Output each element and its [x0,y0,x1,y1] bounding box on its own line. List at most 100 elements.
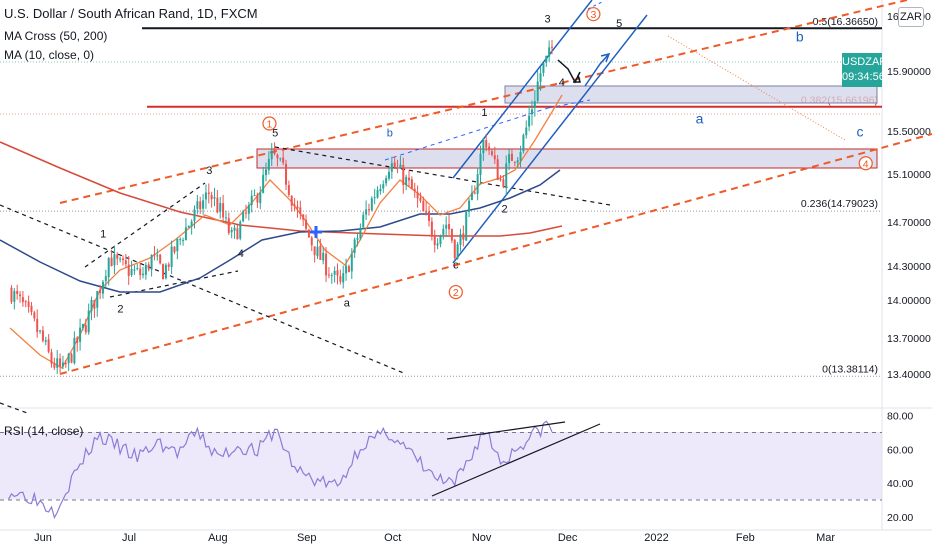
x-tick-label: Dec [558,532,578,544]
last-price-countdown: 09:34:56 [842,71,885,83]
wave-label: 2 [501,203,507,215]
candle-body [127,264,130,276]
candle-body [490,151,493,155]
candle-body [101,281,104,294]
wave-label: 3 [544,13,550,25]
candle-body [90,299,93,312]
candle-body [390,163,393,172]
rsi-indicator-label[interactable]: RSI (14, close) [4,424,84,438]
candle-body [448,224,451,230]
candle-body [179,239,182,241]
candle-body [16,290,19,294]
candle-body [422,200,425,212]
candle-body [285,163,288,185]
candle-body [479,153,482,176]
candle-body [216,197,219,213]
candle-body [153,253,156,255]
y-tick-label: 15.10000 [887,169,931,181]
rsi-trend-line [446,421,566,440]
candle-body [493,155,496,160]
candle-body [336,270,339,276]
wave-circle [586,7,601,22]
candle-body [282,157,285,163]
candle-body [510,153,513,161]
ma-cross-indicator-label[interactable]: MA Cross (50, 200) [4,29,108,43]
candle-body [250,195,253,205]
candle-body [53,363,56,368]
candle-body [253,195,256,197]
rsi-band [0,432,882,500]
wave-label: 4 [238,248,244,260]
candle-body [428,211,431,221]
dashed-trend-line [274,146,611,206]
candle-body [265,169,267,176]
candle-body [528,115,531,127]
candle-body [247,205,250,214]
y-tick-label: 13.40000 [887,369,931,381]
candle-body [410,179,413,189]
x-tick-label: Mar [816,532,835,544]
candle-body [530,109,533,115]
candle-body [67,353,70,364]
wave-label: b [387,127,393,139]
candle-body [551,46,553,48]
candle-body [499,179,502,181]
candle-body [259,192,262,204]
candle-body [345,265,348,274]
wave-label: 5 [272,127,278,139]
candle-body [124,260,127,265]
candle-body [170,246,173,267]
candle-body [133,269,136,271]
candle-body [310,237,313,246]
ma-indicator-label[interactable]: MA (10, close, 0) [4,48,95,62]
candle-body [516,160,519,163]
candle-body [130,268,133,276]
rsi-y-tick-label: 20.00 [887,512,913,524]
channel-upper-line [59,0,912,204]
candle-body [445,224,448,229]
candle-body [399,164,402,169]
candle-body [93,299,96,309]
candle-body [79,327,82,342]
candle-body [322,252,325,261]
wave-label-circled: 4 [863,158,869,170]
impulse-channel-line [452,0,593,179]
wave-label: 3 [206,165,212,177]
fib-label: 0.236(14.79023) [801,198,878,210]
candle-body [405,176,408,186]
candle-body [470,192,473,201]
candle-body [502,179,505,187]
wave-label: a [696,111,704,127]
candle-body [144,264,147,275]
candle-body [385,178,388,184]
candle-body [508,154,511,164]
wave-circle [262,116,277,131]
candle-body [239,221,242,239]
x-tick-label: Feb [736,532,755,544]
candle-body [396,167,399,169]
candle-body [402,165,405,186]
candle-body [142,273,145,276]
candle-body [439,235,442,245]
fib-label: 0.5(16.36650) [813,16,878,28]
candle-body [453,239,456,258]
candle-body [456,244,459,259]
candle-body [468,200,471,213]
candle-body [81,323,84,329]
candle-body [273,149,276,154]
candle-body [193,209,196,221]
candle-body [545,55,548,63]
candle-body [302,214,305,220]
currency-badge[interactable]: ZAR [898,7,924,27]
candle-body [244,212,247,214]
wave-label: 2 [117,304,123,316]
candle-body [476,174,479,194]
path-arrow [584,54,609,87]
candle-body [122,258,124,261]
candle-body [548,47,551,57]
candle-body [64,362,67,365]
candle-body [279,158,282,160]
candle-body [47,339,50,352]
arrow-head [573,74,581,83]
